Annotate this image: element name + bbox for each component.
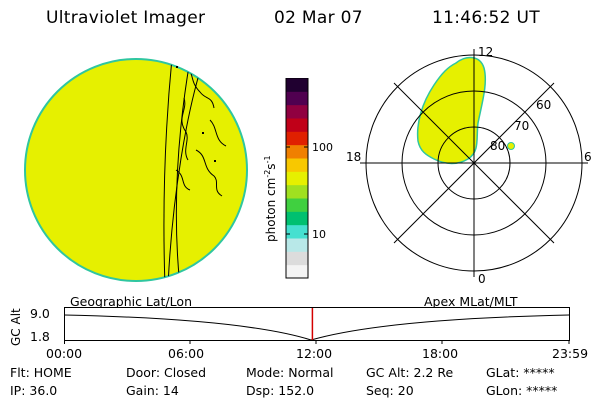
altitude-timeline-plot — [64, 307, 570, 344]
x-tick-0000: 00:00 — [46, 346, 83, 361]
colorbar-swatch — [286, 171, 308, 186]
glat-status: GLat: ***** — [486, 365, 555, 380]
gc-alt-status: GC Alt: 2.2 Re — [366, 365, 454, 380]
x-tick-2359: 23:59 — [552, 346, 589, 361]
colorbar-swatch — [286, 224, 308, 239]
colorbar-swatch — [286, 198, 308, 212]
colorbar-swatch — [286, 131, 308, 146]
door-status: Door: Closed — [126, 365, 207, 380]
colorbar-swatch — [286, 118, 308, 132]
time-label: 11:46:52 UT — [432, 8, 540, 28]
colorbar-swatch — [286, 184, 308, 199]
date-label: 02 Mar 07 — [274, 8, 363, 28]
colorbar-swatch — [286, 238, 308, 252]
intensity-colorbar: 100 10 — [285, 78, 333, 279]
colorbar-tick-100: 100 — [312, 141, 333, 154]
colorbar-swatch — [286, 158, 308, 172]
svg-text:GC Alt: GC Alt — [9, 308, 23, 346]
colorbar-label: photon cm-2s-1 — [263, 155, 278, 242]
colorbar-swatch — [286, 251, 308, 266]
y-tick-9: 9.0 — [30, 306, 50, 321]
colorbar-tick-10: 10 — [312, 228, 326, 241]
lat-label-80: 80 — [490, 139, 505, 153]
colorbar-swatch — [286, 104, 308, 119]
y-tick-1-8: 1.8 — [30, 329, 50, 344]
lat-label-70: 70 — [514, 119, 529, 133]
dsp-status: Dsp: 152.0 — [246, 383, 315, 398]
x-tick-1200: 12:00 — [296, 346, 333, 361]
mlt-label-18: 18 — [346, 150, 361, 164]
mlt-label-12: 12 — [478, 45, 493, 59]
mlt-label-6: 6 — [584, 150, 592, 164]
lat-label-60: 60 — [536, 98, 551, 112]
colorbar-swatch — [286, 211, 308, 226]
mode-status: Mode: Normal — [246, 365, 334, 380]
colorbar-swatch — [286, 264, 308, 279]
x-tick-1800: 18:00 — [422, 346, 459, 361]
colorbar-swatch — [286, 78, 308, 92]
flight-status: Flt: HOME — [10, 365, 72, 380]
polar-mlt-plot: 12 18 6 0 60 70 80 — [346, 45, 592, 286]
x-tick-0600: 06:00 — [168, 346, 205, 361]
geographic-label: Geographic Lat/Lon — [70, 294, 192, 309]
seq-status: Seq: 20 — [366, 383, 414, 398]
instrument-title: Ultraviolet Imager — [46, 8, 206, 28]
gc-alt-axis-label: GC Alt — [9, 308, 23, 346]
apex-label: Apex MLat/MLT — [424, 294, 518, 309]
gain-status: Gain: 14 — [126, 383, 179, 398]
svg-text:photon cm-2s-1: photon cm-2s-1 — [263, 155, 278, 242]
glon-status: GLon: ***** — [486, 383, 558, 398]
ip-status: IP: 36.0 — [10, 383, 58, 398]
colorbar-swatch — [286, 91, 308, 106]
mlt-label-0: 0 — [478, 272, 486, 286]
colorbar-swatch — [286, 144, 308, 159]
